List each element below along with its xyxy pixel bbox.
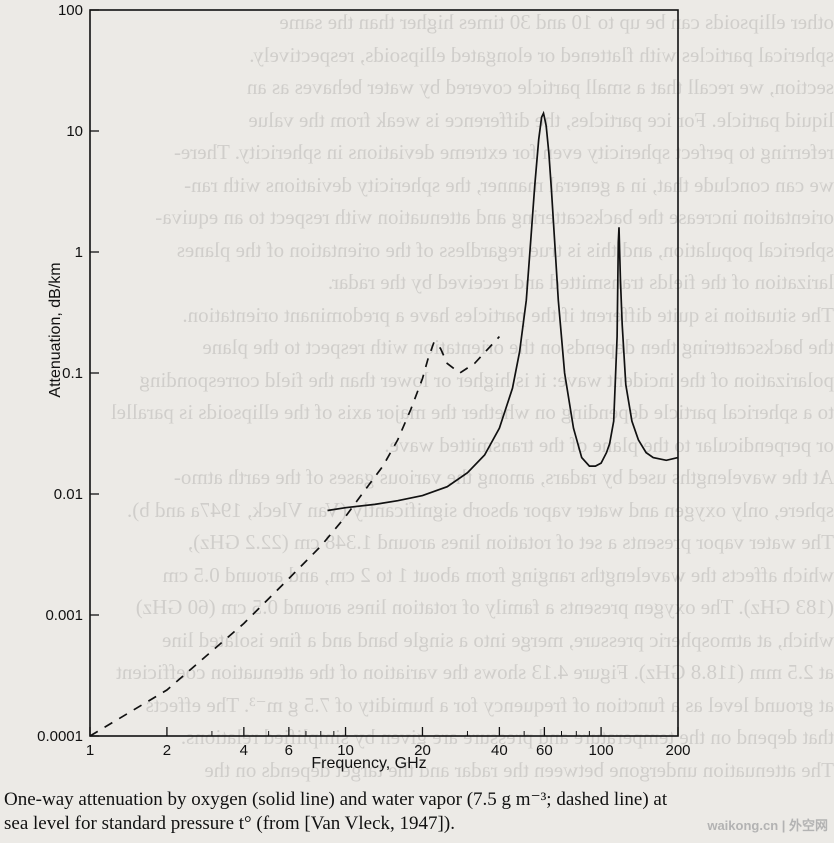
y-tick-label: 0.01 <box>54 486 83 503</box>
water-vapor-attenuation-line <box>89 336 501 737</box>
water-vapor-point <box>382 465 384 467</box>
x-tick-label: 2 <box>163 742 171 759</box>
x-axis-label: Frequency, GHz <box>311 755 426 772</box>
x-tick-label: 10 <box>337 742 354 759</box>
figure-caption: One-way attenuation by oxygen (solid lin… <box>4 788 832 836</box>
caption-line-2: sea level for standard pressure t° (from… <box>4 813 455 834</box>
x-tick-label: 40 <box>491 742 508 759</box>
x-tick-label: 60 <box>536 742 553 759</box>
oxygen-attenuation-line <box>327 110 679 512</box>
y-tick-label: 10 <box>66 123 83 140</box>
water-vapor-point <box>320 545 322 547</box>
y-axis-label: Attenuation, dB/km <box>47 262 64 397</box>
y-tick-label: 0.0001 <box>37 728 83 745</box>
x-axis-ticks: 1 2 4 6 10 20 40 60 100 200 <box>86 727 691 759</box>
watermark: waikong.cn | 外空网 <box>707 818 828 833</box>
x-tick-label: 20 <box>414 742 431 759</box>
caption-line-1: One-way attenuation by oxygen (solid lin… <box>4 789 668 810</box>
y-tick-label: 1 <box>75 244 83 261</box>
y-tick-label: 0.1 <box>62 365 83 382</box>
x-tick-label: 6 <box>285 742 293 759</box>
y-axis-ticks: 0.0001 0.001 0.01 0.1 1 10 100 <box>37 2 99 745</box>
x-tick-label: 100 <box>589 742 614 759</box>
x-tick-label: 1 <box>86 742 94 759</box>
x-tick-label: 200 <box>665 742 690 759</box>
y-tick-label: 100 <box>58 2 83 19</box>
y-tick-label: 0.001 <box>45 607 83 624</box>
data-points <box>89 112 679 737</box>
plot-frame <box>89 9 679 737</box>
x-tick-label: 4 <box>240 742 248 759</box>
